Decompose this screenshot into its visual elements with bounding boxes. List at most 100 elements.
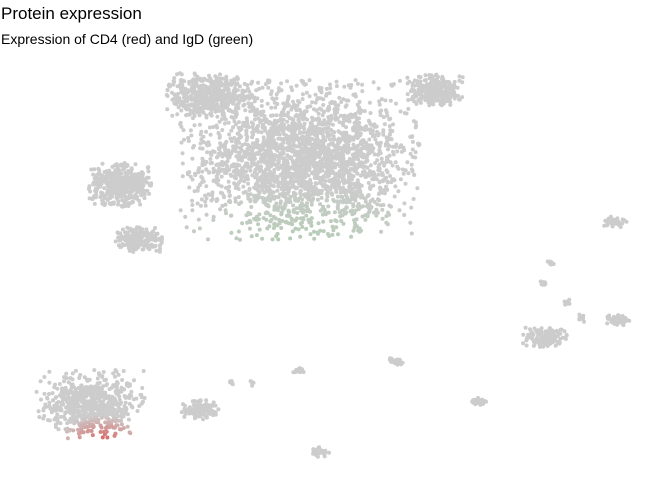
scatter-point: [427, 89, 432, 94]
scatter-point: [300, 179, 305, 183]
scatter-point: [229, 230, 234, 235]
scatter-point: [71, 414, 76, 419]
scatter-point: [352, 93, 357, 98]
scatter-point: [366, 181, 371, 185]
scatter-point: [269, 105, 274, 110]
scatter-point: [200, 87, 205, 92]
scatter-point: [360, 82, 365, 87]
scatter-point: [298, 159, 303, 164]
scatter-point: [448, 102, 453, 107]
scatter-point: [294, 163, 299, 168]
scatter-point: [87, 184, 92, 189]
scatter-point: [197, 122, 202, 127]
scatter-point: [363, 160, 368, 164]
scatter-point: [331, 143, 336, 148]
scatter-point: [286, 94, 291, 99]
scatter-point: [261, 135, 266, 140]
scatter-point: [288, 236, 293, 241]
scatter-point: [118, 179, 122, 184]
scatter-point: [409, 205, 414, 210]
scatter-point: [239, 178, 244, 183]
scatter-point: [252, 193, 257, 198]
scatter-point: [200, 146, 205, 151]
scatter-point: [324, 165, 329, 170]
scatter-point: [333, 218, 338, 223]
scatter-point: [112, 433, 117, 438]
scatter-point: [270, 122, 275, 127]
scatter-point: [531, 332, 536, 337]
scatter-point: [204, 398, 209, 403]
scatter-point: [401, 171, 406, 176]
scatter-point: [384, 110, 389, 115]
scatter-point: [284, 220, 288, 225]
scatter-point: [47, 404, 52, 409]
scatter-point: [250, 108, 255, 113]
scatter-point: [276, 158, 281, 163]
scatter-point: [213, 410, 218, 415]
scatter-point: [418, 97, 423, 102]
scatter-point: [529, 329, 534, 334]
scatter-point: [90, 404, 95, 409]
scatter-point: [257, 86, 262, 91]
scatter-point: [179, 79, 184, 84]
scatter-point: [211, 125, 216, 129]
scatter-point: [342, 177, 347, 182]
scatter-point: [186, 136, 191, 140]
scatter-point: [197, 410, 202, 415]
scatter-point: [286, 110, 291, 115]
scatter-point: [321, 150, 326, 155]
scatter-point: [300, 220, 304, 225]
scatter-point: [409, 231, 414, 236]
scatter-point: [398, 78, 402, 83]
scatter-point: [222, 147, 227, 152]
scatter-point: [329, 113, 334, 118]
scatter-point: [38, 379, 43, 384]
scatter-point: [306, 190, 311, 195]
scatter-point: [281, 181, 285, 186]
scatter-point: [216, 151, 221, 156]
scatter-point: [93, 388, 98, 393]
scatter-point: [43, 402, 48, 407]
scatter-point: [424, 91, 429, 96]
scatter-point: [267, 131, 272, 136]
scatter-point: [193, 407, 198, 412]
scatter-point: [236, 136, 241, 141]
scatter-point: [318, 127, 323, 132]
scatter-point: [146, 169, 151, 174]
scatter-point: [402, 201, 407, 206]
scatter-point: [113, 239, 118, 244]
scatter-point: [383, 142, 388, 146]
scatter-point: [326, 125, 331, 130]
scatter-point: [180, 151, 185, 156]
scatter-point: [183, 409, 188, 414]
scatter-point: [325, 174, 330, 179]
scatter-point: [256, 183, 260, 188]
scatter-point: [142, 178, 147, 183]
scatter-point: [367, 185, 372, 190]
scatter-point: [378, 185, 383, 190]
scatter-point: [379, 156, 384, 161]
scatter-point: [145, 235, 150, 240]
scatter-point: [135, 409, 140, 413]
scatter-point: [410, 83, 415, 88]
scatter-point: [187, 103, 192, 107]
scatter-point: [306, 128, 311, 133]
scatter-point: [120, 242, 125, 246]
scatter-point: [224, 185, 228, 190]
scatter-point: [319, 188, 324, 193]
scatter-point: [208, 411, 212, 416]
scatter-point: [39, 397, 43, 402]
scatter-point: [276, 136, 281, 141]
scatter-point: [350, 177, 354, 182]
scatter-point: [100, 374, 104, 379]
scatter-point: [56, 427, 61, 432]
scatter-point: [379, 229, 384, 234]
scatter-point: [172, 76, 177, 81]
scatter-point: [100, 161, 105, 166]
scatter-point: [256, 151, 261, 156]
scatter-point: [353, 151, 358, 156]
scatter-point: [406, 106, 411, 111]
scatter-point: [250, 173, 255, 178]
scatter-point: [327, 178, 332, 183]
scatter-point: [41, 406, 46, 411]
